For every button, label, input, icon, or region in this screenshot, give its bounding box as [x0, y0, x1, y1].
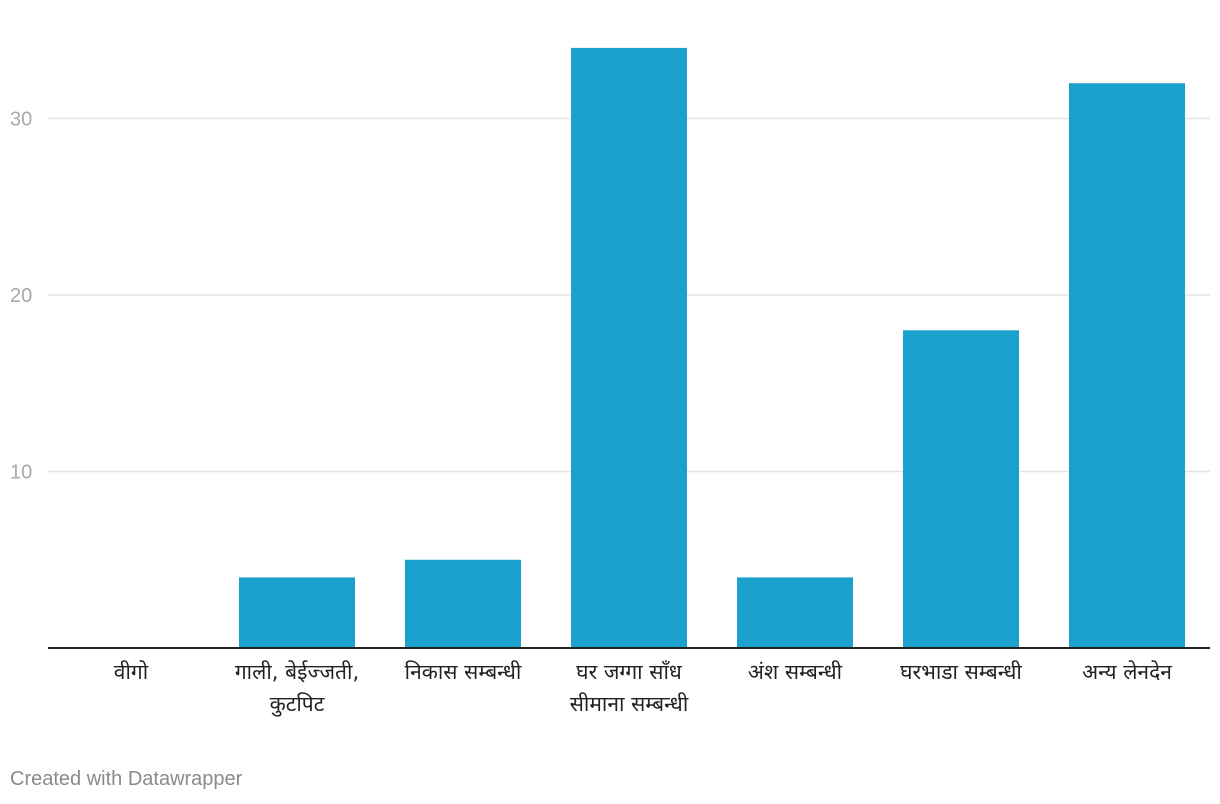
x-category-label: वीगो	[114, 660, 149, 684]
x-category-label: अंश सम्बन्धी	[748, 660, 843, 684]
y-tick-label: 30	[10, 109, 32, 131]
y-tick-label: 20	[10, 285, 32, 307]
x-category-label: गाली, बेईज्जती, कुटपिट	[235, 660, 359, 717]
x-category-label: घर जग्गा साँध सीमाना सम्बन्धी	[570, 660, 689, 716]
category-labels: वीगो गाली, बेईज्जती, कुटपिट निकास सम्बन्धी घ…	[114, 660, 1172, 717]
x-category-label-line: घरभाडा सम्बन्धी	[900, 660, 1022, 684]
x-category-label-line: गाली, बेईज्जती,	[235, 660, 359, 684]
x-category-label-line: घर जग्गा साँध	[576, 660, 683, 684]
x-category-label-line: निकास सम्बन्धी	[405, 660, 522, 684]
bar	[903, 330, 1019, 648]
x-category-label: अन्य लेनदेन	[1082, 660, 1172, 684]
x-category-label: निकास सम्बन्धी	[405, 660, 522, 684]
footer-credit: Created with Datawrapper	[10, 768, 243, 790]
bars	[239, 47, 1185, 648]
x-category-label-line: अंश सम्बन्धी	[748, 660, 843, 684]
bar	[405, 559, 521, 648]
bar	[239, 577, 355, 648]
x-category-label-line: सीमाना सम्बन्धी	[570, 692, 689, 716]
y-tick-label: 10	[10, 462, 32, 484]
bar	[571, 47, 687, 648]
bar	[737, 577, 853, 648]
x-category-label-line: अन्य लेनदेन	[1082, 660, 1172, 684]
x-category-label: घरभाडा सम्बन्धी	[900, 660, 1022, 684]
bar	[1069, 83, 1185, 648]
x-category-label-line: वीगो	[114, 660, 149, 684]
bar-chart: 10 20 30 वीगो गाली, बेईज्जती, कुटपिट निकास सम…	[10, 47, 1210, 717]
x-category-label-line: कुटपिट	[270, 692, 325, 717]
